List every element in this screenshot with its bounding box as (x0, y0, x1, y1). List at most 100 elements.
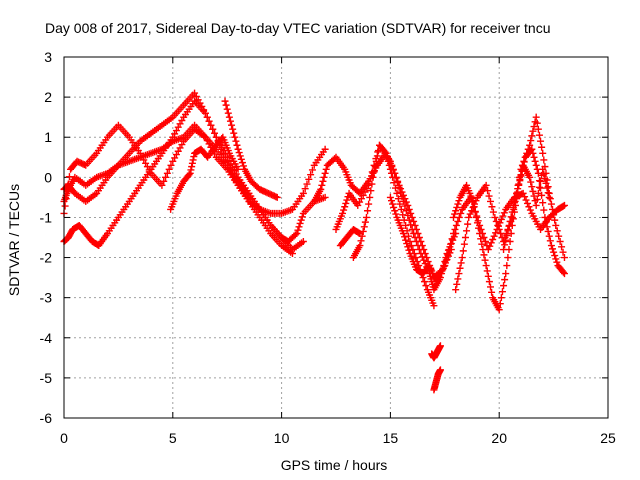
data-point (545, 193, 553, 201)
data-point (542, 218, 550, 226)
data-point (405, 246, 413, 254)
data-point (391, 184, 399, 192)
data-point (295, 223, 303, 231)
data-point (421, 250, 429, 258)
data-point (299, 238, 307, 246)
data-point (385, 161, 393, 169)
data-point (232, 137, 240, 145)
data-point (393, 189, 401, 197)
data-point (384, 157, 392, 165)
data-point (556, 238, 564, 246)
data-point (411, 221, 419, 229)
data-point (233, 141, 241, 149)
data-point (539, 149, 547, 157)
data-point (317, 185, 325, 193)
grid-lines (64, 57, 608, 418)
data-point (473, 219, 481, 227)
data-point (343, 196, 351, 204)
x-tick-label: 10 (274, 430, 290, 446)
data-point (321, 145, 329, 153)
data-point (485, 192, 493, 200)
data-point (529, 149, 537, 157)
data-point (517, 171, 525, 179)
series-track-4 (60, 121, 296, 258)
data-point (407, 242, 415, 250)
data-point (382, 149, 390, 157)
data-point (211, 129, 219, 137)
data-point (492, 217, 500, 225)
data-point (485, 278, 493, 286)
data-point (451, 225, 459, 233)
data-point (205, 117, 213, 125)
data-point (299, 189, 307, 197)
data-point (366, 193, 374, 201)
axis-ticks (63, 56, 609, 419)
data-point (516, 175, 524, 183)
data-point (453, 203, 461, 211)
data-point (405, 205, 413, 213)
series-track-9 (349, 141, 438, 310)
data-point (454, 275, 462, 283)
data-point (417, 238, 425, 246)
data-point (534, 125, 542, 133)
data-point (423, 254, 431, 262)
data-point (222, 101, 230, 109)
data-point (341, 203, 349, 211)
data-point (455, 270, 463, 278)
data-point (369, 173, 377, 181)
data-point (521, 193, 529, 201)
x-tick-label: 5 (169, 430, 177, 446)
data-point (469, 203, 477, 211)
data-point (190, 153, 198, 161)
data-point (221, 97, 229, 105)
series-track-6 (221, 97, 281, 201)
data-point (372, 157, 380, 165)
data-point (225, 113, 233, 121)
data-point (403, 240, 411, 248)
data-point (546, 195, 554, 203)
data-point (360, 223, 368, 231)
data-point (201, 109, 209, 117)
data-point (489, 236, 497, 244)
data-point (436, 342, 444, 350)
data-point (498, 288, 506, 296)
y-tick-label: -3 (40, 290, 53, 306)
data-point (294, 226, 302, 234)
data-point (420, 278, 428, 286)
data-point (533, 195, 541, 203)
data-point (162, 173, 170, 181)
data-point (530, 123, 538, 131)
y-tick-label: -1 (40, 209, 53, 225)
data-point (481, 256, 489, 264)
data-point (537, 137, 545, 145)
data-point (404, 201, 412, 209)
data-point (480, 234, 488, 241)
data-point (520, 157, 528, 165)
data-point (476, 229, 484, 237)
data-point (410, 217, 418, 225)
data-point (238, 159, 246, 167)
data-point (521, 153, 529, 161)
data-point (167, 161, 175, 169)
data-point (451, 210, 459, 218)
data-point (488, 288, 496, 296)
data-point (449, 236, 457, 244)
data-point (529, 127, 537, 135)
data-point (387, 197, 395, 205)
data-point (370, 161, 378, 169)
data-point (560, 254, 568, 262)
data-point (497, 215, 505, 223)
data-point (361, 218, 369, 226)
data-point (401, 195, 409, 203)
data-point (318, 181, 326, 189)
data-point (544, 227, 552, 235)
y-tick-label: 0 (44, 169, 52, 185)
data-point (480, 251, 488, 259)
data-point (436, 366, 444, 374)
data-point (399, 211, 407, 219)
data-point (560, 270, 568, 278)
data-point (540, 156, 548, 164)
data-point (529, 187, 537, 195)
series-track-14 (500, 161, 553, 254)
data-point (487, 239, 495, 247)
